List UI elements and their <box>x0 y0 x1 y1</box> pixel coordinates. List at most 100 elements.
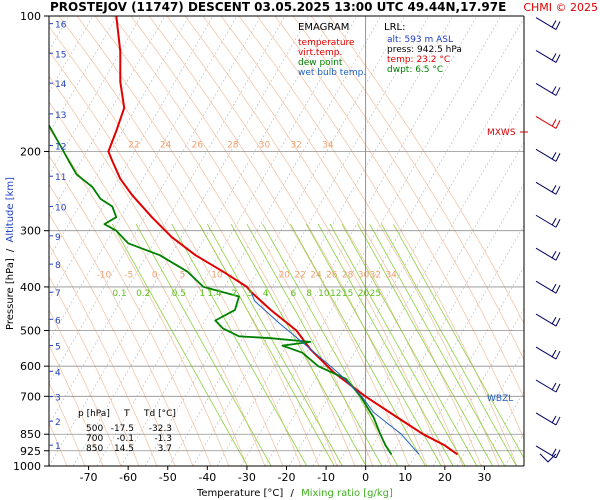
wind-barb <box>535 247 561 261</box>
lrl-alt: alt: 593 m ASL <box>387 35 453 45</box>
isotherm-line <box>168 16 430 466</box>
altitude-tick-label: 4 <box>55 368 61 378</box>
mixing-ratio-line <box>262 223 399 466</box>
isotherm-line <box>49 16 286 426</box>
dry-adiabat-label: 30 <box>358 270 370 280</box>
mixing-ratio-label: 1 <box>199 289 205 299</box>
dry-adiabat-line <box>49 309 122 466</box>
dry-adiabat-line <box>49 127 230 466</box>
altitude-tick-label: 7 <box>55 289 61 299</box>
pressure-tick-label: 600 <box>20 360 41 373</box>
isotherm-line <box>288 58 524 466</box>
dry-adiabat-line <box>49 183 194 466</box>
wind-barb <box>535 181 561 195</box>
y-axis-pressure-label: Pressure [hPa] <box>5 258 16 330</box>
isotherm-line <box>504 432 524 466</box>
table-row-850-t: 14.5 <box>114 444 134 454</box>
dry-adiabat-label: 22 <box>294 270 305 280</box>
table-header-t: T <box>123 409 130 419</box>
temperature-tick-label: -70 <box>80 471 98 484</box>
temperature-tick-label: -60 <box>119 471 137 484</box>
surface-wind-marker <box>539 453 557 463</box>
lrl-title: LRL: <box>384 22 405 33</box>
copyright: CHMI © 2025 <box>523 1 598 14</box>
mixing-ratio-line <box>290 223 426 466</box>
altitude-tick-label: 11 <box>55 173 66 183</box>
isotherm-line <box>120 16 382 466</box>
table-row-500-t: -17.5 <box>111 424 134 434</box>
mixing-ratio-line <box>317 223 454 466</box>
dry-adiabat-line <box>49 101 248 466</box>
isotherm-line <box>49 16 94 93</box>
lrl-temp: temp: 23.2 °C <box>387 55 450 65</box>
isotherm-line <box>49 16 190 259</box>
isotherm-line <box>49 16 214 301</box>
mixing-ratio-label: 0.1 <box>112 289 126 299</box>
legend-item-virt-temp: virt.temp. <box>298 48 342 58</box>
dry-adiabat-label: 26 <box>192 141 204 151</box>
dry-adiabat-label: 24 <box>310 270 322 280</box>
dry-adiabat-label: 30 <box>259 141 271 151</box>
series-dew-point-line <box>49 124 393 455</box>
mixing-ratio-label: 1.4 <box>207 289 222 299</box>
dry-adiabat-line <box>166 16 428 466</box>
wind-barb <box>535 148 561 162</box>
temperature-tick-label: 10 <box>398 471 412 484</box>
series-wet-bulb-temp-line <box>250 291 420 455</box>
mixing-ratio-line <box>369 223 505 466</box>
pressure-tick-label: 700 <box>20 390 41 403</box>
dry-adiabat-line <box>184 16 446 466</box>
pressure-tick-label: 500 <box>20 325 41 338</box>
pressure-tick-label: 100 <box>20 10 41 23</box>
legend-title: EMAGRAM <box>298 22 349 33</box>
y-axis-sep: / <box>5 248 16 252</box>
altitude-tick-label: 14 <box>55 80 67 90</box>
altitude-tick-label: 13 <box>55 111 66 121</box>
mixing-ratio-line <box>341 223 478 466</box>
dry-adiabat-line <box>202 16 464 466</box>
wind-barb <box>535 214 561 228</box>
table-row-850-td: 3.7 <box>158 444 172 454</box>
wind-barb <box>535 83 561 96</box>
mixing-ratio-line <box>171 223 308 466</box>
dry-adiabat-label: 28 <box>227 141 239 151</box>
dry-adiabat-line <box>220 16 482 466</box>
x-axis-temp-label: Temperature [°C] <box>196 488 283 499</box>
svg-text:Pressure [hPa] / A: Pressure [hPa] / Altitude [km] <box>5 177 16 330</box>
dry-adiabat-line <box>49 344 104 466</box>
mixing-ratio-label: 12 <box>330 289 341 299</box>
temperature-tick-label: -50 <box>159 471 177 484</box>
altitude-tick-label: 5 <box>55 343 61 353</box>
isotherm-line <box>49 16 238 342</box>
dry-adiabat-line <box>49 155 212 466</box>
altitude-tick-label: 9 <box>55 233 61 243</box>
temperature-tick-label: 20 <box>438 471 452 484</box>
dry-adiabat-line <box>49 382 86 466</box>
legend: EMAGRAM temperature virt.temp. dew point… <box>298 22 366 78</box>
dry-adiabat-label: 32 <box>290 141 301 151</box>
mixing-ratio-line <box>246 223 383 466</box>
isotherm-line <box>96 16 358 466</box>
wind-barb <box>535 379 561 393</box>
table-header-td: Td [°C] <box>143 409 176 419</box>
y-axis-altitude-label: Altitude [km] <box>5 177 16 243</box>
isotherm-line <box>144 16 406 466</box>
mixing-ratio-label: 2 <box>231 289 237 299</box>
altitude-tick-label: 1 <box>55 442 61 452</box>
table-row-500-td: -32.3 <box>149 424 172 434</box>
mixing-ratio-label: 15 <box>342 289 353 299</box>
dry-adiabat-line <box>274 16 524 441</box>
wind-barb <box>535 313 561 327</box>
mixing-ratio-label: 8 <box>306 289 312 299</box>
lrl-dwpt: dwpt: 6.5 °C <box>387 65 443 75</box>
lrl-info: LRL: alt: 593 m ASL press: 942.5 hPa tem… <box>384 22 462 75</box>
dry-adiabat-line <box>310 16 524 361</box>
wind-barb <box>535 280 561 294</box>
isotherm-line <box>529 16 600 466</box>
altitude-tick-label: 3 <box>55 394 61 404</box>
dry-adiabat-label: 5 <box>180 270 186 280</box>
isotherm-line <box>264 17 524 466</box>
isotherm-line <box>216 16 478 466</box>
pressure-tick-label: 850 <box>20 428 41 441</box>
dry-adiabat-line <box>328 16 524 325</box>
